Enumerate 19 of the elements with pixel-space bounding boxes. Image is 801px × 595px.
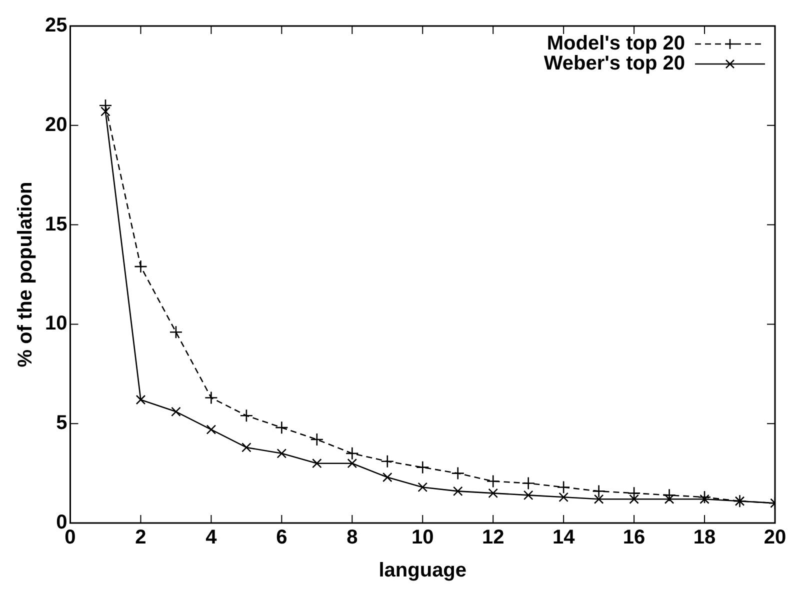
x-tick-label: 8 (346, 526, 358, 549)
y-axis-title: % of the population (14, 182, 37, 368)
x-tick-label: 20 (764, 526, 786, 549)
x-axis-title: language (378, 560, 467, 582)
y-tick-label: 15 (44, 213, 68, 236)
x-tick-label: 10 (412, 526, 434, 549)
y-tick-label: 20 (44, 114, 68, 136)
y-tick-label: 10 (44, 312, 68, 335)
x-tick-label: 2 (135, 526, 146, 549)
x-tick-label: 12 (482, 526, 504, 549)
x-tick-label: 18 (693, 526, 716, 549)
x-tick-label: 14 (552, 526, 576, 549)
x-tick-label: 4 (206, 526, 218, 549)
y-tick-label: 5 (56, 412, 68, 434)
legend-label: Model's top 20 (546, 32, 685, 55)
legend-label: Weber's top 20 (544, 52, 685, 75)
x-tick-label: 16 (622, 526, 646, 549)
x-tick-label: 6 (276, 526, 288, 549)
y-tick-label: 25 (44, 14, 68, 37)
